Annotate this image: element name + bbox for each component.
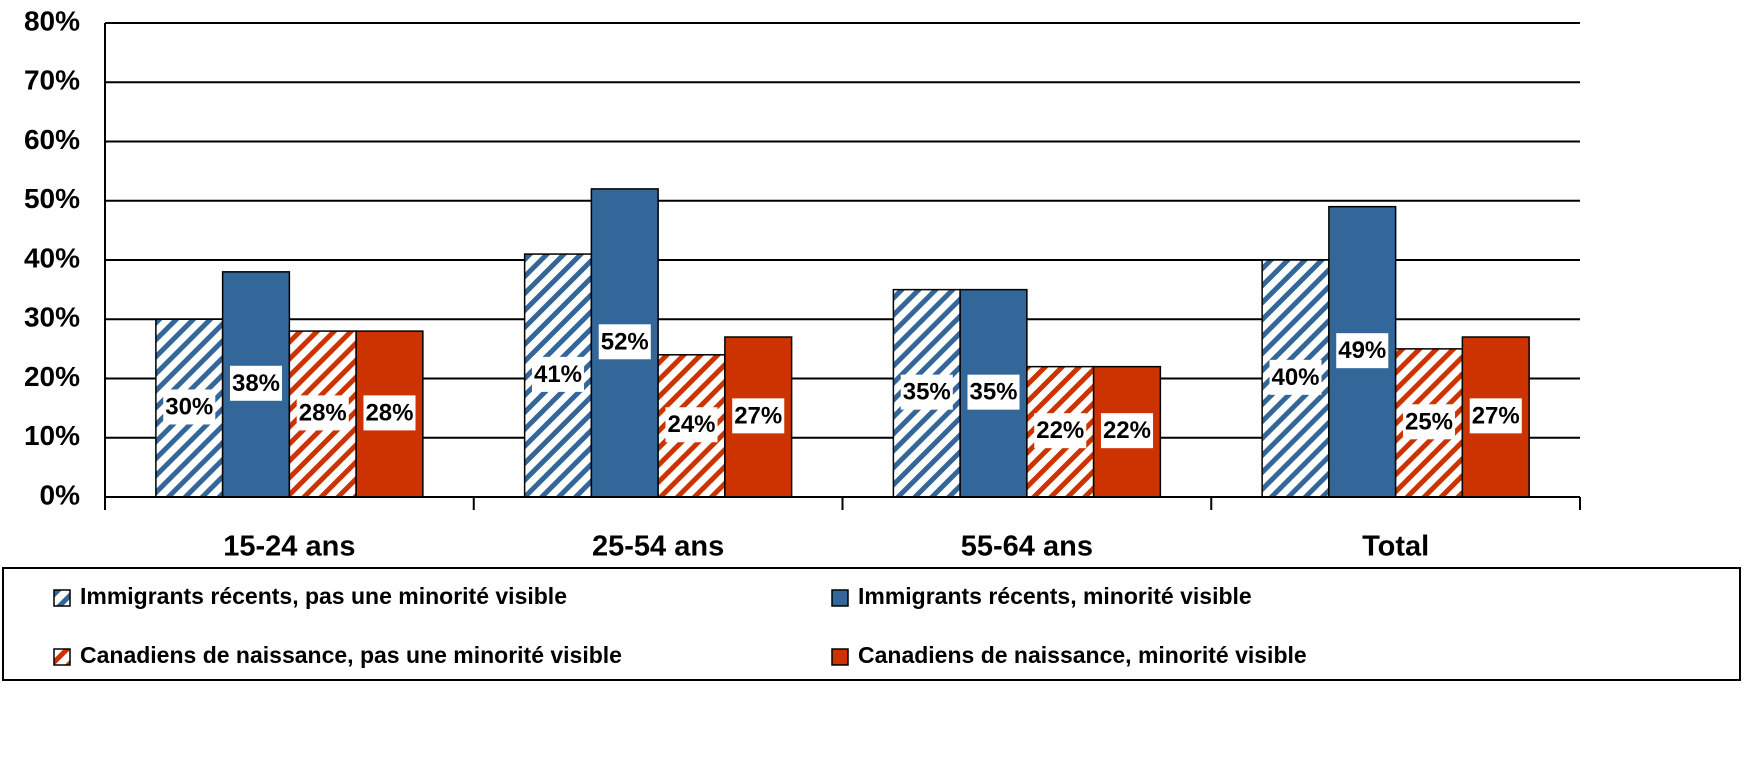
value-label: 41% <box>534 361 582 388</box>
value-label: 27% <box>1472 402 1520 429</box>
x-tick-label: 25-54 ans <box>592 531 724 563</box>
x-tick-label: 55-64 ans <box>961 531 1093 563</box>
value-label-bg <box>598 324 651 360</box>
value-label: 25% <box>1405 408 1453 435</box>
value-label: 40% <box>1271 364 1319 391</box>
value-label: 24% <box>667 411 715 438</box>
legend-swatch <box>53 648 71 666</box>
value-label: 49% <box>1338 337 1386 364</box>
value-label-bg <box>1269 359 1322 395</box>
value-label-bg <box>1336 333 1389 369</box>
legend-swatch <box>53 589 71 607</box>
value-label: 38% <box>232 370 280 397</box>
value-label-bg <box>1034 413 1087 449</box>
y-tick-label: 40% <box>24 242 80 273</box>
value-label-bg <box>296 395 349 431</box>
legend-label: Canadiens de naissance, minorité visible <box>858 642 1307 668</box>
legend-label: Immigrants récents, pas une minorité vis… <box>80 583 567 609</box>
legend-label: Immigrants récents, minorité visible <box>858 583 1252 609</box>
value-label-bg <box>363 395 416 431</box>
value-label: 28% <box>299 399 347 426</box>
value-label: 30% <box>165 393 213 420</box>
value-label-bg <box>900 374 953 410</box>
y-tick-label: 70% <box>24 65 80 96</box>
value-label-bg <box>1469 398 1522 434</box>
legend-label: Canadiens de naissance, pas une minorité… <box>80 642 622 668</box>
y-tick-label: 20% <box>24 361 80 392</box>
value-label: 35% <box>969 379 1017 406</box>
value-label: 22% <box>1103 417 1151 444</box>
legend-box <box>2 567 1741 681</box>
y-tick-label: 50% <box>24 183 80 214</box>
legend-swatch <box>831 648 849 666</box>
value-label-bg <box>732 398 785 434</box>
value-label: 22% <box>1036 417 1084 444</box>
value-label-bg <box>665 407 718 443</box>
y-tick-label: 60% <box>24 124 80 155</box>
value-label-bg <box>531 356 585 392</box>
value-label: 27% <box>734 402 782 429</box>
value-label-bg <box>163 389 216 425</box>
value-label: 52% <box>601 328 649 355</box>
value-label: 35% <box>903 379 951 406</box>
x-tick-label: Total <box>1362 531 1429 563</box>
value-label: 28% <box>365 399 413 426</box>
y-tick-label: 10% <box>24 420 80 451</box>
y-tick-label: 30% <box>24 302 80 333</box>
value-label-bg <box>1100 413 1154 449</box>
value-label-bg <box>967 374 1020 410</box>
value-label-bg <box>229 365 283 401</box>
legend-swatch <box>831 589 849 607</box>
value-label-bg <box>1402 404 1456 440</box>
y-tick-label: 0% <box>40 479 81 510</box>
x-tick-label: 15-24 ans <box>223 531 355 563</box>
y-tick-label: 80% <box>24 5 80 36</box>
